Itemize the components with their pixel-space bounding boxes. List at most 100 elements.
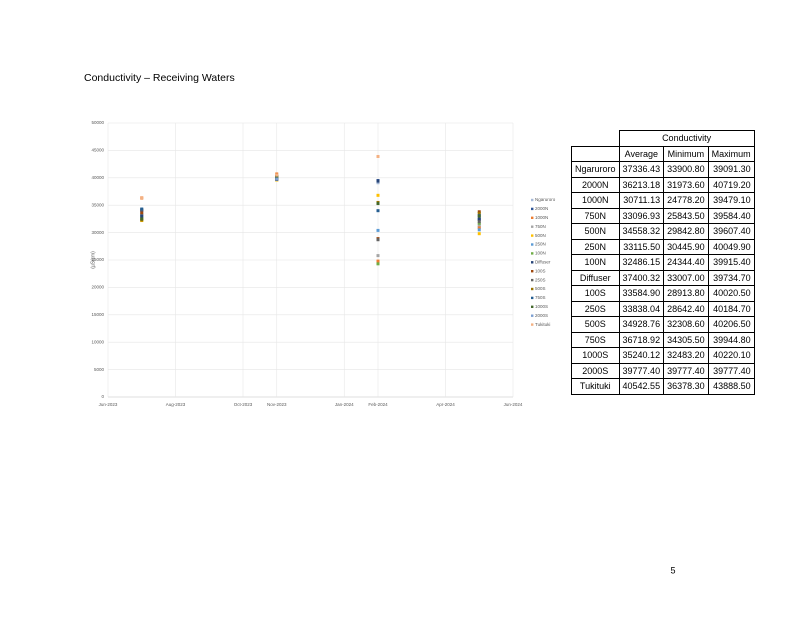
legend-label: 2000S	[535, 313, 548, 318]
cell: 32486.15	[618, 254, 665, 271]
row-label: 500S	[571, 316, 620, 333]
x-tick-label: Aug-2023	[166, 402, 186, 407]
cell: 34928.76	[618, 316, 665, 333]
cell: 37336.43	[618, 161, 665, 178]
column-header: Average	[618, 145, 665, 162]
row-label: 1000S	[571, 347, 620, 364]
data-point	[140, 214, 144, 218]
legend-swatch	[531, 270, 534, 273]
x-tick-label: Feb-2024	[368, 402, 388, 407]
data-point	[376, 238, 380, 242]
cell: 28642.40	[663, 300, 709, 317]
row-label: 250S	[571, 300, 620, 317]
table-row: 500N 34558.32 29842.80 39607.40	[571, 223, 755, 240]
cell: 36378.30	[663, 378, 709, 395]
cell: 39607.40	[707, 223, 755, 240]
y-tick-label: 40000	[91, 175, 104, 180]
data-point	[376, 259, 380, 263]
y-tick-label: 25000	[91, 257, 104, 262]
data-point	[376, 228, 380, 232]
column-header: Maximum	[707, 145, 755, 162]
stats-table: Conductivity Average Minimum Maximum Ngaru…	[571, 130, 755, 395]
table-row: 2000S 39777.40 39777.40 39777.40	[571, 362, 755, 379]
table-row: 750S 36718.92 34305.50 39944.80	[571, 331, 755, 348]
legend-swatch	[531, 287, 534, 291]
page-number: 5	[670, 565, 675, 575]
data-point	[477, 211, 481, 215]
y-tick-label: 50000	[91, 120, 104, 125]
data-point	[140, 217, 144, 221]
table-row: 500S 34928.76 32308.60 40206.50	[571, 316, 755, 333]
row-label: Ngaruroro	[571, 161, 620, 178]
cell: 24344.40	[663, 254, 709, 271]
y-tick-label: 10000	[91, 339, 104, 344]
cell: 40020.50	[707, 285, 755, 302]
data-point	[140, 196, 144, 200]
row-label: Diffuser	[571, 269, 620, 286]
data-point	[376, 179, 380, 183]
data-point	[275, 177, 279, 181]
cell: 39777.40	[663, 362, 709, 379]
legend-label: 100S	[535, 268, 546, 273]
data-point	[376, 202, 380, 206]
cell: 39777.40	[618, 362, 665, 379]
cell: 35240.12	[618, 347, 665, 364]
legend-swatch	[531, 207, 534, 211]
cell: 30445.90	[663, 238, 709, 255]
legend-swatch	[531, 234, 534, 237]
row-label: 1000N	[571, 192, 620, 209]
cell: 40542.55	[618, 378, 665, 395]
x-tick-label: Nov-2023	[267, 402, 287, 407]
cell: 29842.80	[663, 223, 709, 240]
data-point	[477, 228, 481, 232]
legend-label: 750N	[535, 224, 546, 229]
legend-swatch	[531, 278, 534, 282]
legend-label: 500N	[535, 233, 546, 238]
row-label: 250N	[571, 238, 620, 255]
data-point	[376, 254, 380, 258]
legend-swatch	[531, 323, 534, 326]
data-point	[275, 175, 279, 179]
table-row: Tukituki 40542.55 36378.30 43888.50	[571, 378, 755, 395]
cell: 39584.40	[707, 207, 755, 224]
legend-swatch	[531, 243, 534, 246]
y-tick-label: 0	[101, 394, 104, 399]
table-row: 250N 33115.50 30445.90 40049.90	[571, 238, 755, 255]
legend-label: 250S	[535, 277, 546, 282]
cell: 39915.40	[707, 254, 755, 271]
legend-swatch	[531, 261, 534, 264]
legend-label: 1000S	[535, 304, 548, 309]
legend-label: 100N	[535, 251, 546, 256]
y-tick-label: 5000	[94, 367, 105, 372]
table-row: 250S 33838.04 28642.40 40184.70	[571, 300, 755, 317]
table-row: 100N 32486.15 24344.40 39915.40	[571, 254, 755, 271]
data-point	[140, 211, 144, 215]
data-point	[140, 207, 144, 211]
row-label: 2000S	[571, 362, 620, 379]
cell: 40719.20	[707, 176, 755, 193]
cell: 33115.50	[618, 238, 665, 255]
table-row: 750N 33096.93 25843.50 39584.40	[571, 207, 755, 224]
y-tick-label: 45000	[91, 148, 104, 153]
cell: 39734.70	[707, 269, 755, 286]
cell: 39091.30	[707, 161, 755, 178]
cell: 25843.50	[663, 207, 709, 224]
y-axis-label: (µS/cm)	[90, 251, 96, 269]
cell: 33900.80	[663, 161, 709, 178]
legend-label: 1000N	[535, 215, 548, 220]
header-row: Average Minimum Maximum	[571, 145, 755, 162]
legend-label: Diffuser	[535, 259, 551, 264]
legend-label: Tukituki	[535, 322, 550, 327]
cell: 30711.13	[618, 192, 665, 209]
cell: 39777.40	[707, 362, 755, 379]
data-point	[477, 210, 481, 214]
legend-swatch	[531, 225, 534, 228]
data-point	[376, 193, 380, 197]
data-point	[477, 226, 481, 230]
cell: 32483.20	[663, 347, 709, 364]
cell: 43888.50	[707, 378, 755, 395]
row-label: 500N	[571, 223, 620, 240]
row-label: Tukituki	[571, 378, 620, 395]
cell: 40184.70	[707, 300, 755, 317]
